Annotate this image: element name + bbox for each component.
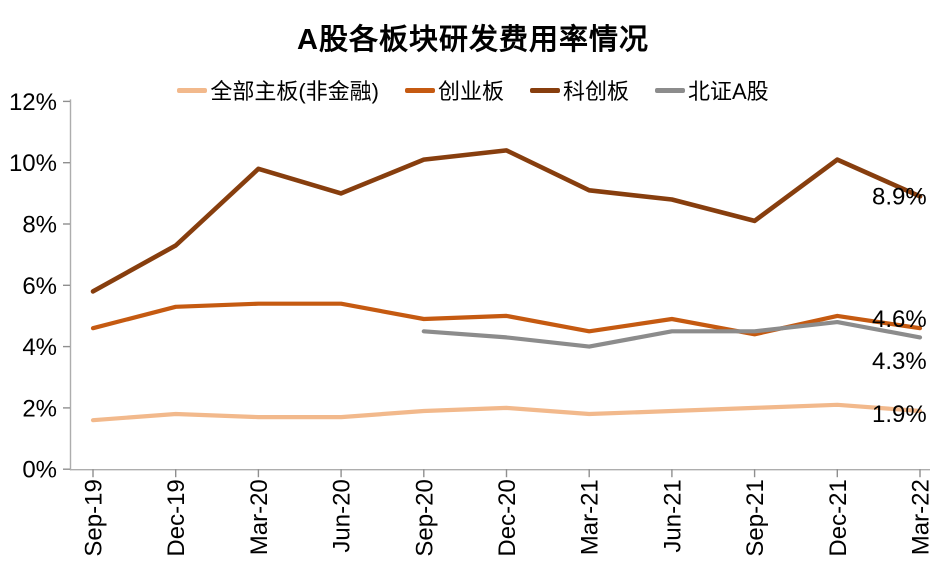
legend-item-chinext: 创业板 [404, 74, 504, 106]
y-axis-label: 12% [9, 89, 57, 116]
y-axis-label: 4% [22, 334, 57, 361]
series-line-0 [90, 402, 923, 423]
chart-legend: 全部主板(非金融) 创业板 科创板 北证A股 [0, 74, 946, 106]
legend-item-star-market: 科创板 [529, 74, 629, 106]
series-line-1 [90, 301, 923, 337]
series-end-data-label: 4.3% [872, 348, 927, 375]
y-axis-label: 2% [22, 395, 57, 422]
x-axis-label: Dec-19 [163, 479, 190, 556]
legend-label: 北证A股 [688, 79, 769, 104]
legend-line-marker [177, 87, 208, 93]
x-axis-label: Sep-19 [81, 479, 108, 556]
y-axis-label: 6% [22, 273, 57, 300]
x-axis-label: Sep-21 [742, 479, 769, 556]
legend-item-main-board: 全部主板(非金融) [177, 74, 379, 106]
legend-label: 全部主板(非金融) [210, 79, 379, 104]
series-end-data-label: 8.9% [872, 184, 927, 211]
legend-label: 创业板 [437, 79, 504, 104]
chart-title: A股各板块研发费用率情况 [297, 24, 649, 56]
legend-label: 科创板 [562, 79, 629, 104]
x-axis-label: Dec-20 [494, 479, 521, 556]
series-end-data-label: 4.6% [872, 306, 927, 333]
x-axis-label: Sep-20 [411, 479, 438, 556]
y-axis-label: 0% [22, 457, 57, 484]
series-end-data-label: 1.9% [872, 401, 927, 428]
series-line-3 [421, 320, 923, 349]
legend-line-marker [404, 87, 435, 93]
x-axis-label: Jun-20 [329, 479, 356, 552]
x-axis-label: Mar-21 [577, 479, 604, 555]
legend-item-bse: 北证A股 [655, 74, 769, 106]
legend-line-marker [655, 87, 685, 93]
y-axis-label: 10% [9, 150, 57, 177]
legend-line-marker [529, 87, 560, 93]
y-axis-label: 8% [22, 212, 57, 239]
x-axis-label: Mar-22 [908, 479, 935, 555]
series-line-2 [90, 148, 923, 294]
x-axis-label: Mar-20 [246, 479, 273, 555]
x-axis-label: Jun-21 [659, 479, 686, 552]
x-axis-label: Dec-21 [825, 479, 852, 556]
